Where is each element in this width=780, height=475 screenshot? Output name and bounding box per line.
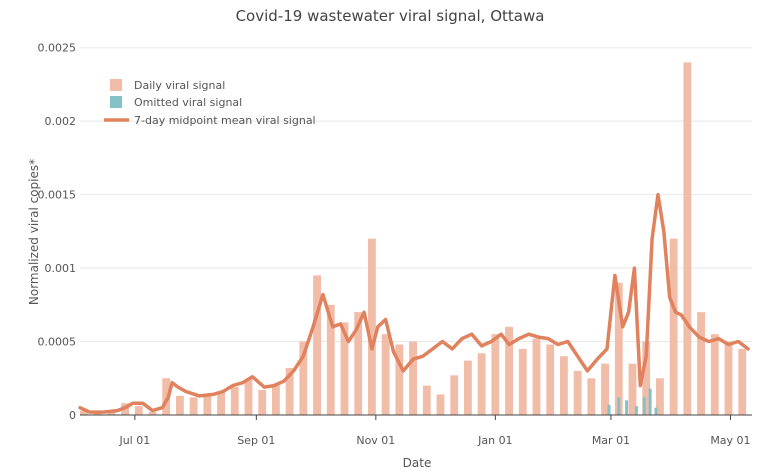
omitted-bar: [642, 397, 646, 415]
legend-label-omitted: Omitted viral signal: [134, 96, 242, 109]
x-axis-title: Date: [403, 456, 432, 470]
y-tick-label: 0.0025: [38, 42, 77, 55]
y-tick-label: 0: [69, 409, 76, 422]
chart-title: Covid-19 wastewater viral signal, Ottawa: [236, 7, 545, 25]
daily-bar: [642, 341, 651, 415]
y-tick-label: 0.001: [45, 262, 77, 275]
daily-bar: [299, 341, 308, 415]
daily-bar: [738, 348, 747, 415]
daily-bar: [477, 353, 486, 415]
x-tick-label: Nov 01: [356, 434, 395, 447]
omitted-bars: [607, 388, 658, 415]
daily-bar: [409, 341, 417, 415]
daily-bar: [272, 385, 280, 415]
daily-bar: [148, 412, 157, 415]
y-tick-label: 0.0005: [38, 336, 77, 349]
mean-line-layer: [78, 192, 750, 414]
daily-bar: [381, 334, 390, 415]
daily-bar: [285, 367, 294, 415]
daily-bar: [354, 312, 363, 415]
daily-bar: [313, 275, 321, 415]
omitted-bar: [617, 397, 621, 415]
daily-bar: [340, 322, 349, 415]
mean-line: [78, 192, 750, 414]
daily-bar: [80, 410, 88, 415]
daily-bar: [244, 379, 253, 415]
daily-bar: [450, 375, 459, 415]
daily-bar: [656, 378, 664, 415]
daily-bar: [532, 338, 541, 415]
axes: 0 0.0005 0.001 0.0015 0.002 0.0025 Jul 01 Sep 0…: [38, 42, 752, 447]
omitted-bar: [648, 388, 652, 415]
omitted-bar: [634, 406, 638, 415]
legend: Daily viral signal Omitted viral signal …: [104, 79, 316, 127]
daily-bar: [395, 344, 404, 415]
daily-bar: [628, 363, 637, 415]
daily-bar: [546, 344, 555, 415]
daily-bar: [491, 334, 500, 415]
omitted-bar: [607, 404, 611, 415]
daily-bar: [189, 397, 198, 415]
daily-bar: [560, 356, 568, 415]
daily-bar: [176, 395, 184, 415]
daily-bar: [368, 238, 376, 415]
daily-bar: [464, 360, 472, 415]
daily-bar: [203, 394, 212, 415]
daily-bar: [258, 390, 267, 415]
legend-label-mean: 7-day midpoint mean viral signal: [134, 114, 316, 127]
gridlines: [80, 47, 752, 343]
daily-bar: [505, 326, 513, 415]
daily-bar: [669, 238, 678, 415]
omitted-bar: [625, 400, 629, 415]
daily-bar: [587, 378, 596, 415]
y-tick-label: 0.0015: [38, 189, 77, 202]
daily-bar: [710, 334, 719, 415]
daily-bars: [80, 62, 747, 416]
daily-bar: [614, 282, 623, 415]
x-tick-label: Jul 01: [118, 434, 150, 447]
daily-bar: [724, 341, 733, 415]
daily-bar: [134, 406, 143, 415]
daily-bar: [683, 62, 692, 416]
legend-swatch-omitted: [110, 96, 122, 108]
daily-bar: [162, 378, 171, 415]
daily-bar: [518, 348, 527, 415]
daily-bar: [326, 304, 335, 415]
x-tick-label: Jan 01: [477, 434, 512, 447]
omitted-bar: [654, 407, 658, 415]
daily-bar: [573, 370, 582, 415]
daily-bar: [601, 363, 609, 415]
x-tick-label: May 01: [710, 434, 750, 447]
y-axis-title: Normalized viral copies*: [27, 159, 41, 305]
daily-bar: [422, 385, 431, 415]
legend-label-daily: Daily viral signal: [134, 79, 225, 92]
x-tick-label: Mar 01: [592, 434, 630, 447]
legend-swatch-daily: [110, 79, 122, 91]
daily-bar: [436, 394, 445, 415]
daily-bar: [217, 391, 225, 415]
y-tick-label: 0.002: [45, 115, 77, 128]
daily-bar: [697, 312, 705, 415]
x-tick-label: Sep 01: [237, 434, 275, 447]
daily-bar: [230, 387, 239, 415]
